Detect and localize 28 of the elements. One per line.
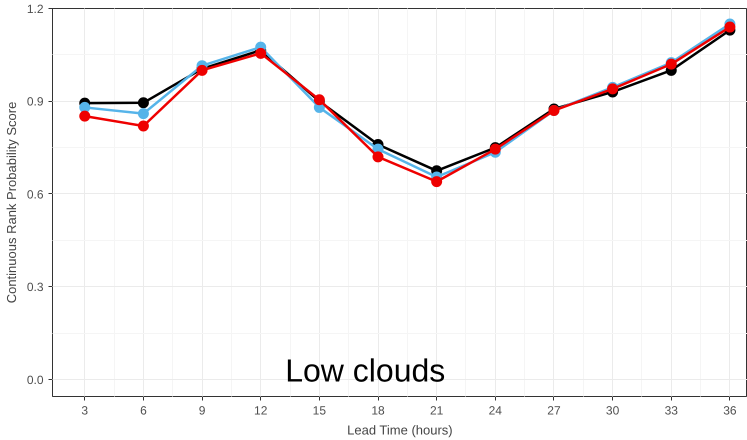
point <box>431 176 442 188</box>
x-tick-label: 24 <box>488 404 502 418</box>
annotation: Low clouds <box>285 352 446 389</box>
x-tick-label: 9 <box>198 404 206 418</box>
y-tick-label: 0.6 <box>26 188 44 202</box>
x-tick-label: 30 <box>606 404 620 418</box>
x-axis-title: Lead Time (hours) <box>347 422 453 438</box>
point <box>138 108 149 120</box>
y-tick-label: 0.0 <box>26 372 44 387</box>
x-tick-label: 18 <box>371 404 386 418</box>
x-tick-label: 12 <box>254 404 268 418</box>
x-tick-label: 3 <box>81 404 88 418</box>
y-tick-label: 0.3 <box>26 280 44 294</box>
x-tick-label: 15 <box>312 404 326 418</box>
point <box>138 97 149 108</box>
point <box>724 22 736 33</box>
point <box>138 120 149 132</box>
point <box>255 48 266 59</box>
point <box>79 110 90 122</box>
x-tick-label: 21 <box>430 404 444 418</box>
y-axis-title: Continuous Rank Probability Score <box>4 102 19 304</box>
x-tick-label: 33 <box>664 404 678 418</box>
y-tick-label: 1.2 <box>26 2 44 16</box>
y-tick-label: 0.9 <box>26 94 44 109</box>
x-tick-label: 36 <box>723 404 737 418</box>
x-tick-label: 27 <box>547 404 561 418</box>
point <box>372 151 384 162</box>
x-tick-label: 6 <box>140 404 148 418</box>
